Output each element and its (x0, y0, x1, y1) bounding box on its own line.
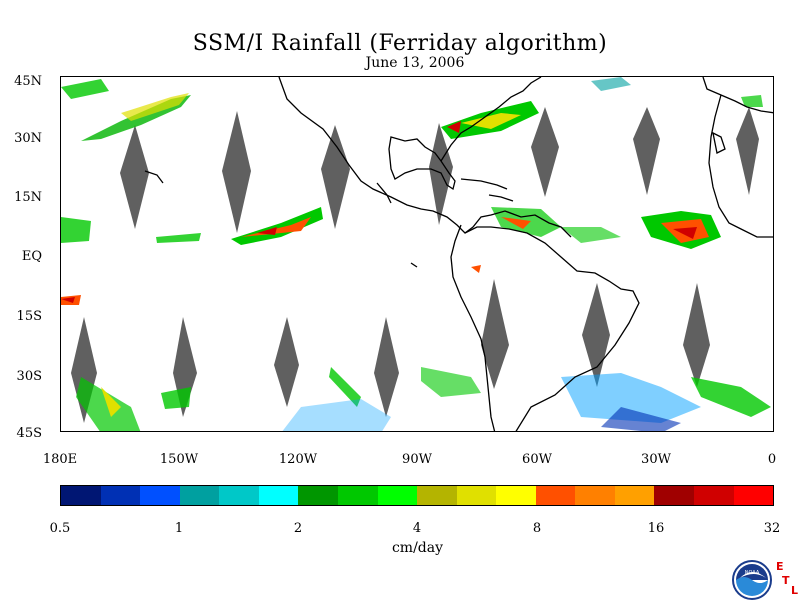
lon-label-90w: 90W (402, 452, 432, 467)
colorbar-cell-9 (417, 486, 457, 505)
colorbar-cell-17 (733, 486, 774, 505)
lon-label-0: 0 (767, 452, 777, 467)
colorbar-cell-4 (219, 486, 259, 505)
lat-label-45n: 45N (14, 74, 42, 89)
colorbar-cell-7 (337, 486, 378, 505)
etl-letter-t: T (782, 574, 790, 587)
lon-label-150w: 150W (159, 452, 199, 467)
colorbar-cell-16 (694, 486, 734, 505)
colorbar-cell-14 (614, 486, 655, 505)
colorbar-cell-13 (575, 486, 615, 505)
data-gap-swaths (71, 107, 759, 423)
colorbar-cell-11 (496, 486, 536, 505)
colorbar-cell-8 (377, 486, 418, 505)
lat-label-30n: 30N (14, 131, 42, 146)
lon-label-30w: 30W (641, 452, 671, 467)
colorbar-tick-4: 4 (412, 521, 422, 536)
colorbar-cell-15 (654, 486, 694, 505)
lat-label-eq: EQ (21, 249, 42, 264)
colorbar-cell-6 (298, 486, 338, 505)
lon-label-60w: 60W (522, 452, 552, 467)
map-title: SSM/I Rainfall (Ferriday algorithm) (192, 31, 608, 56)
colorbar-unit: cm/day (391, 540, 444, 556)
colorbar-tick-2: 2 (293, 521, 303, 536)
colorbar-cell-3 (179, 486, 220, 505)
colorbar-cell-10 (456, 486, 497, 505)
colorbar-tick-8: 8 (532, 521, 542, 536)
map-date: June 13, 2006 (365, 55, 465, 71)
colorbar-cell-12 (535, 486, 576, 505)
coastlines (144, 77, 773, 431)
precip-patches (61, 77, 771, 431)
colorbar-cell-5 (258, 486, 299, 505)
colorbar-tick-1: 1 (174, 521, 184, 536)
lat-label-45s: 45S (16, 426, 42, 441)
colorbar-tick-0-5: 0.5 (49, 521, 71, 536)
lat-label-15n: 15N (14, 190, 42, 205)
lat-label-15s: 15S (16, 309, 42, 324)
lon-label-120w: 120W (278, 452, 318, 467)
etl-letter-e: E (776, 560, 784, 573)
colorbar-cell-0 (61, 486, 101, 505)
colorbar-cell-1 (100, 486, 141, 505)
colorbar-tick-16: 16 (647, 521, 665, 536)
etl-letter-l: L (791, 584, 799, 597)
map-canvas (61, 77, 773, 431)
lon-label-180e: 180E (42, 452, 78, 467)
lat-label-30s: 30S (16, 369, 42, 384)
rainfall-map (60, 76, 774, 432)
colorbar-cell-2 (140, 486, 180, 505)
svg-text:NOAA: NOAA (745, 570, 760, 576)
noaa-logo: NOAA (732, 560, 772, 600)
colorbar-tick-32: 32 (763, 521, 781, 536)
colorbar (60, 485, 774, 506)
